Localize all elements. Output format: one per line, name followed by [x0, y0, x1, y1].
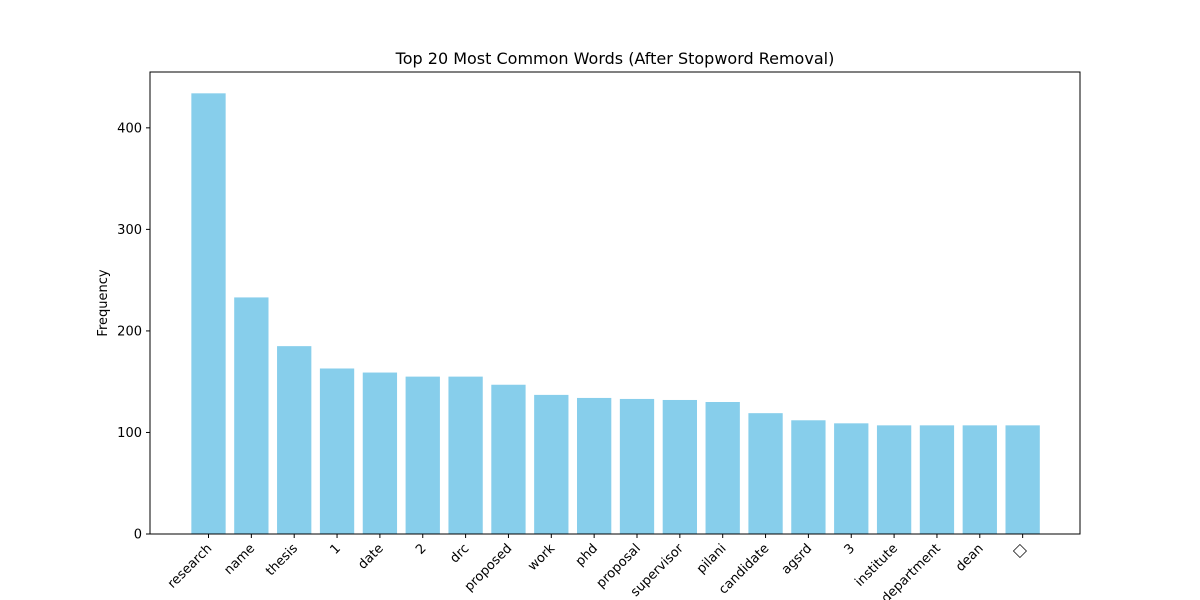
bar-16	[834, 423, 869, 534]
bar-18	[919, 425, 955, 534]
y-tick-label: 100	[117, 426, 142, 441]
y-tick-label: 400	[117, 121, 142, 136]
x-tick-label: 3	[842, 541, 858, 557]
x-tick-label: □	[1010, 541, 1029, 560]
x-tick-label: thesis	[263, 541, 301, 579]
bar-2	[234, 297, 269, 534]
x-tick-label: proposed	[462, 541, 515, 594]
y-tick-label: 0	[134, 528, 142, 543]
y-tick-label: 200	[117, 324, 142, 339]
x-tick-label: name	[221, 541, 258, 578]
bar-7	[448, 376, 483, 534]
x-tick-label: pilani	[694, 541, 730, 577]
y-tick-label: 300	[117, 223, 142, 238]
x-tick-label: 1	[327, 541, 343, 557]
x-tick-label: 2	[413, 541, 429, 557]
bar-12	[662, 399, 697, 534]
bar-14	[748, 413, 783, 534]
bar-9	[534, 394, 569, 534]
bar-8	[491, 384, 526, 534]
bar-15	[791, 420, 826, 534]
bar-6	[405, 376, 440, 534]
bar-4	[319, 368, 355, 534]
x-tick-label: drc	[447, 541, 472, 566]
bars-layer	[191, 93, 1040, 534]
bar-11	[619, 398, 655, 534]
bar-19	[962, 425, 997, 534]
x-tick-label: phd	[573, 541, 601, 569]
x-tick-label: date	[355, 541, 386, 572]
bar-10	[577, 397, 612, 534]
plot-frame	[149, 71, 1081, 535]
bar-5	[362, 372, 398, 534]
x-tick-label: agsrd	[779, 541, 815, 577]
x-tick-label: work	[525, 541, 558, 574]
chart-title: Top 20 Most Common Words (After Stopword…	[395, 49, 835, 68]
x-tick-label: research	[165, 541, 215, 591]
bar-17	[876, 425, 912, 534]
bar-13	[705, 402, 740, 534]
x-tick-label: dean	[953, 541, 987, 575]
bar-3	[277, 346, 312, 534]
y-axis-ticks: 0 100 200 300 400	[117, 121, 150, 543]
bar-20	[1005, 425, 1040, 534]
y-axis-label: Frequency	[96, 269, 111, 336]
bar-1	[191, 93, 226, 534]
